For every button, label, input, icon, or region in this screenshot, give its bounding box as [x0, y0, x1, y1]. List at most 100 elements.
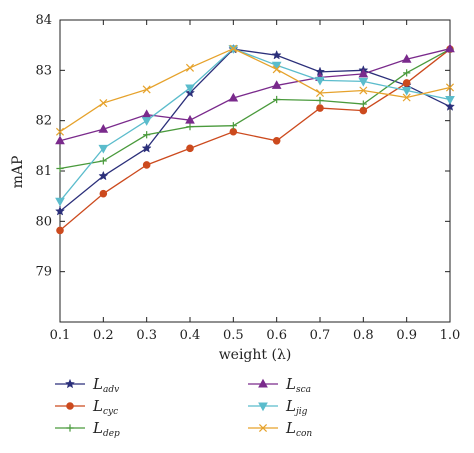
data-point-jig [315, 76, 325, 86]
x-tick-label: 0.3 [136, 328, 157, 343]
data-point-sca [185, 114, 195, 124]
data-point-cyc [186, 144, 194, 153]
series-adv [54, 43, 456, 216]
data-point-con [315, 88, 325, 98]
series-sca [55, 43, 455, 145]
x-tick-label: 0.2 [93, 328, 114, 343]
data-point-jig [55, 197, 65, 207]
y-tick-label: 81 [35, 164, 52, 179]
y-tick-label: 82 [35, 114, 52, 129]
x-tick-label: 1.0 [440, 328, 461, 343]
legend-item-sca: Lsca [248, 375, 311, 395]
legend-marker [64, 378, 76, 389]
legend-item-jig: Ljig [248, 397, 308, 417]
y-tick-label: 84 [35, 13, 52, 28]
data-point-con [229, 44, 238, 53]
series-con [55, 44, 455, 136]
data-point-sca [271, 80, 282, 89]
axes: 0.1 0.2 0.3 0.4 0.5 0.6 0.7 0.8 0.9 1.0 79 80 81 82 83… [35, 13, 460, 343]
data-point-jig [141, 117, 152, 126]
data-point-dep [186, 123, 194, 131]
data-point-dep [403, 69, 411, 77]
data-point-sca [141, 109, 152, 119]
x-tick-label: 0.8 [353, 328, 374, 343]
x-axis-title: weight (λ) [219, 347, 292, 363]
legend-label: Ldep [92, 419, 120, 439]
y-tick-label: 79 [35, 265, 52, 280]
series-group [54, 43, 456, 235]
series-line-cyc [59, 48, 451, 231]
legend-label: Lcyc [92, 397, 118, 417]
series-line-con [59, 47, 451, 133]
data-point-adv [54, 205, 66, 216]
data-point-con [445, 83, 455, 92]
x-tick-label: 0.1 [50, 328, 71, 343]
data-point-sca [358, 68, 369, 78]
data-point-cyc [402, 79, 411, 87]
data-point-con [142, 85, 151, 94]
legend-marker [66, 424, 74, 432]
data-point-con [99, 99, 108, 108]
data-point-cyc [99, 189, 108, 198]
legend-item-dep: Ldep [55, 419, 120, 439]
legend-label: Lcon [285, 419, 312, 439]
data-point-sca [445, 43, 455, 53]
data-point-dep [143, 131, 151, 139]
data-point-jig [401, 86, 412, 96]
data-point-jig [445, 96, 455, 105]
series-line-dep [59, 48, 451, 170]
data-point-cyc [316, 104, 324, 112]
data-point-sca [401, 54, 412, 63]
y-tick-label: 80 [35, 214, 52, 229]
data-point-adv [271, 49, 282, 60]
legend-marker [258, 423, 268, 433]
data-point-jig [98, 144, 109, 154]
x-tick-label: 0.9 [396, 328, 417, 343]
data-point-cyc [229, 127, 238, 136]
series-line-sca [59, 48, 451, 142]
data-point-jig [358, 77, 369, 87]
data-point-adv [444, 101, 456, 111]
x-tick-label: 0.4 [180, 328, 201, 343]
data-point-con [55, 127, 65, 136]
legend-item-con: Lcon [248, 419, 312, 439]
data-point-dep [229, 122, 237, 130]
data-point-dep [273, 95, 281, 104]
x-tick-label: 0.6 [266, 328, 287, 343]
data-point-con [272, 65, 281, 74]
plot-frame [59, 19, 451, 323]
data-point-sca [55, 135, 65, 145]
legend-marker [258, 378, 268, 388]
y-tick-label: 83 [35, 63, 52, 78]
legend-label: Lsca [285, 375, 311, 395]
data-point-con [185, 63, 195, 72]
data-point-dep [316, 96, 324, 105]
legend-marker [258, 402, 268, 412]
data-point-jig [271, 61, 282, 71]
data-point-con [402, 93, 411, 102]
series-line-jig [59, 47, 451, 202]
legend-marker [66, 402, 74, 410]
data-point-adv [98, 170, 109, 181]
data-point-cyc [56, 226, 64, 235]
legend-label: Ljig [285, 397, 308, 417]
data-point-sca [228, 92, 239, 102]
data-point-adv [141, 143, 152, 153]
data-point-dep [56, 164, 64, 173]
x-tick-label: 0.7 [310, 328, 331, 343]
legend-item-cyc: Lcyc [55, 397, 118, 417]
data-point-cyc [142, 161, 151, 169]
data-point-dep [359, 100, 367, 108]
legend-label: Ladv [92, 375, 119, 395]
series-dep [56, 45, 454, 173]
data-point-jig [185, 84, 195, 94]
data-point-cyc [272, 137, 281, 145]
data-point-con [359, 86, 368, 95]
data-point-cyc [359, 106, 368, 115]
series-line-adv [59, 48, 451, 212]
y-axis-title: mAP [10, 156, 26, 189]
data-point-sca [98, 123, 109, 133]
legend-item-adv: Ladv [55, 375, 119, 395]
